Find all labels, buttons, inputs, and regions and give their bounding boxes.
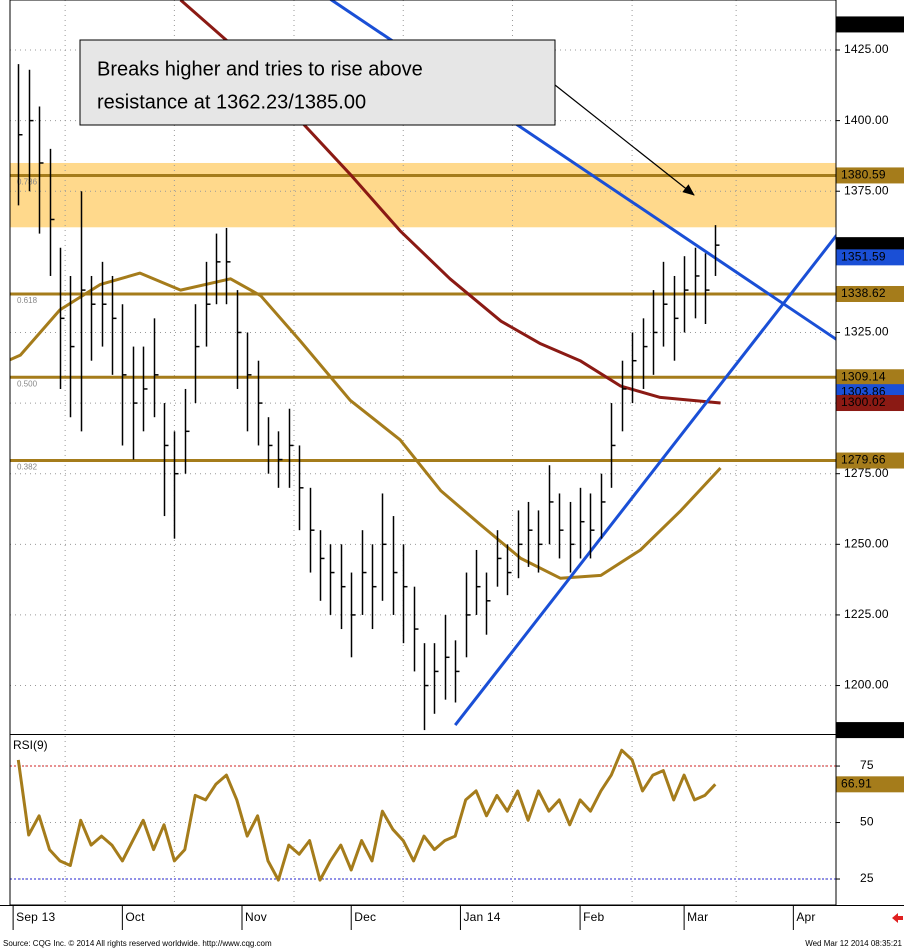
price-pane: 0.786 0.618 0.500 0.382 [10,0,836,733]
x-tick-label: Apr [796,910,815,924]
rsi-pane [10,736,836,905]
timestamp: Wed Mar 12 2014 08:35:21 [805,939,902,948]
rsi-line [16,748,717,882]
rsi-label: RSI(9) [13,738,48,752]
trendline [454,233,836,727]
y-tick-label: 1400.00 [844,113,889,127]
y-tick-label: 1225.00 [844,607,889,621]
annotation-line: Breaks higher and tries to rise above [97,58,423,80]
value-box [836,369,904,386]
value-box-label: 1184.23 [841,722,885,736]
y-tick-label: 1250.00 [844,536,889,550]
value-box [836,249,904,266]
value-box-label: 1380.59 [841,168,886,182]
value-box-label: 1303.86 [841,384,886,398]
x-tick-label: Sep 13 [16,910,55,924]
resistance-band [10,162,836,228]
fib-label: 0.786 [17,178,38,187]
value-box-label: 1434.05 [841,17,886,31]
y-tick-label: 1375.00 [844,183,889,197]
fib-label: 0.382 [17,463,38,472]
x-tick-label: Nov [245,910,267,924]
value-box-label: 66.91 [841,776,872,790]
y-tick-label: 25 [860,871,874,885]
annotation-box [79,39,556,126]
value-box [836,285,904,302]
value-box-label: 1355.91 [841,237,886,251]
y-tick-label: 1275.00 [844,466,889,480]
overlay: 1200.001225.001250.001275.001300.001325.… [12,16,904,930]
value-box [836,776,904,793]
x-tick-label: Mar [687,910,708,924]
value-box-label: 1338.62 [841,286,886,300]
y-tick-label: 1425.00 [844,42,889,56]
value-box [836,237,904,254]
source-note: Source: CQG Inc. © 2014 All rights reser… [3,939,272,948]
value-box-label: 1279.66 [841,453,886,467]
y-tick-label: 50 [860,815,874,829]
fib-label: 0.618 [17,296,38,305]
value-box-label: 1309.14 [841,369,886,383]
y-tick-label: 1200.00 [844,678,889,692]
x-tick-label: Dec [354,910,376,924]
value-box-label: 1300.02 [841,395,886,409]
value-box [836,452,904,469]
y-tick-label: 75 [860,758,874,772]
y-tick-label: 1325.00 [844,325,889,339]
annotation-line: resistance at 1362.23/1385.00 [97,91,366,113]
moving-average [10,271,722,580]
x-tick-label: Oct [125,910,145,924]
value-box [836,167,904,184]
scroll-icon [892,913,903,923]
x-tick-label: Feb [583,910,604,924]
x-tick-label: Jan 14 [463,910,500,924]
value-box-label: 1351.59 [841,250,886,264]
annotation-arrow [554,84,695,196]
value-box [836,395,904,412]
value-box [836,16,904,33]
fib-label: 0.500 [17,379,38,388]
